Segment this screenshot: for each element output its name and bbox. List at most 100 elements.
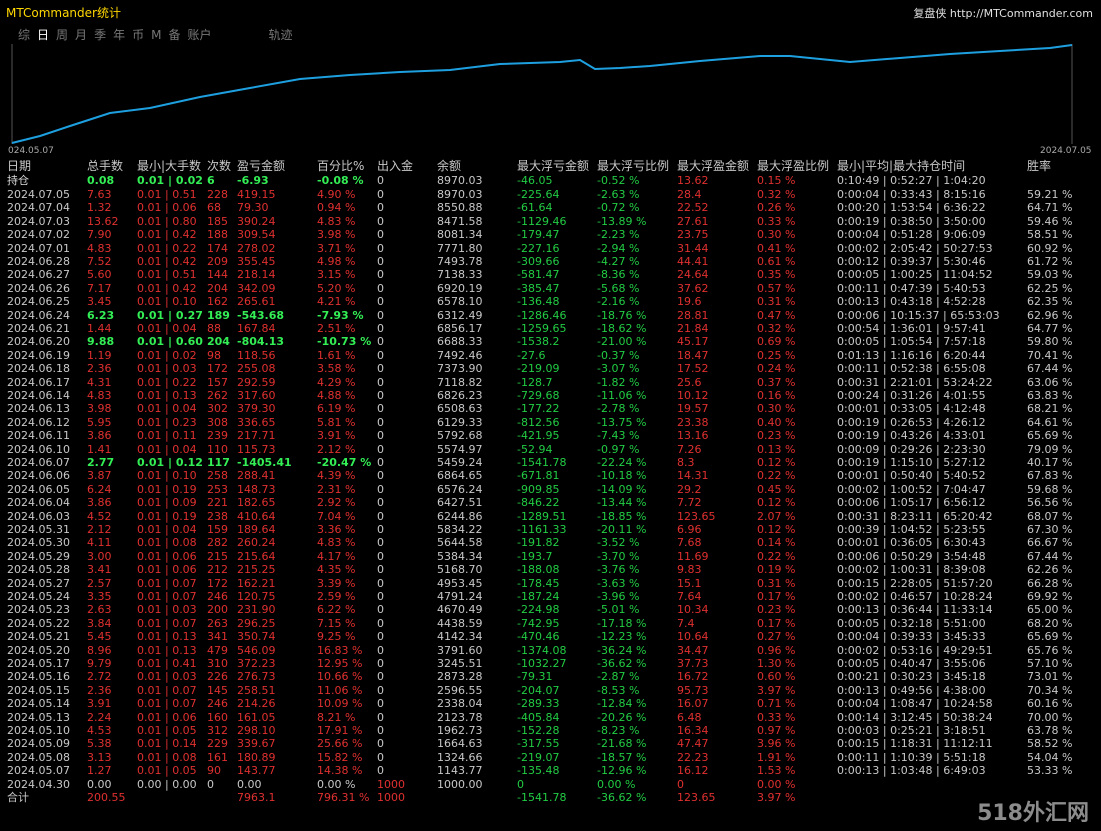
table-cell: 7.15 % (317, 616, 356, 630)
table-cell: 255.08 (237, 362, 276, 376)
brand-link[interactable]: 复盘侠 http://MTCommander.com (913, 7, 1093, 20)
table-cell: 16.07 (677, 697, 709, 711)
table-cell: 6576.24 (437, 482, 483, 496)
table-cell: 2024.06.26 (7, 281, 70, 295)
table-cell: 0:00:02 | 2:05:42 | 50:27:53 (837, 241, 993, 255)
table-cell: 0:00:13 | 1:03:48 | 6:49:03 (837, 764, 986, 778)
table-cell: 204 (207, 335, 230, 349)
table-cell: 0.01 | 0.22 (137, 241, 197, 255)
table-cell: 6 (207, 174, 215, 187)
table-cell: 47.47 (677, 737, 709, 751)
table-cell: 1.91 % (757, 750, 796, 764)
table-cell: -0.72 % (597, 201, 640, 215)
table-cell: 0:00:19 | 0:43:26 | 4:33:01 (837, 429, 986, 443)
table-cell: 0.19 % (757, 563, 796, 577)
table-cell: 2024.05.30 (7, 536, 70, 550)
tab[interactable]: 月 (75, 28, 88, 42)
table-cell: 110 (207, 442, 228, 456)
table-cell: 4.83 (87, 241, 112, 255)
table-cell: 355.45 (237, 255, 276, 268)
table-cell: 214.26 (237, 697, 276, 711)
table-cell: -470.46 (517, 630, 560, 644)
table-cell: 0 (377, 268, 384, 282)
tab[interactable]: 日 (37, 28, 50, 42)
table-cell: 7963.1 (237, 791, 276, 804)
tab[interactable]: 币 (132, 28, 145, 42)
table-cell: 4.11 (87, 536, 112, 550)
table-cell: 159 (207, 523, 228, 536)
table-cell: -812.56 (517, 415, 560, 429)
table-cell: 2024.05.16 (7, 670, 70, 684)
table-cell: 228 (207, 188, 228, 201)
table-cell: -10.18 % (597, 469, 647, 483)
column-header: 总手数 (87, 159, 124, 173)
table-cell: 3791.60 (437, 643, 483, 657)
tab[interactable]: 周 (56, 28, 69, 42)
table-cell: -8.53 % (597, 683, 640, 697)
table-cell: 0.01 | 0.19 (137, 509, 197, 523)
tab[interactable]: 年 (113, 28, 126, 42)
table-cell: 37.73 (677, 657, 709, 670)
table-cell: 0 (377, 415, 384, 429)
curve-start-label: 024.05.07 (8, 146, 54, 156)
table-cell: 0:00:01 | 0:36:05 | 6:30:43 (837, 536, 986, 550)
table-cell: 0.01 | 0.04 (137, 322, 197, 335)
table-cell: -1538.2 (517, 335, 560, 349)
table-cell: 70.00 % (1027, 710, 1073, 724)
table-cell: 0.12 % (757, 496, 796, 510)
tab[interactable]: 季 (94, 28, 107, 42)
table-cell: 5459.24 (437, 456, 483, 469)
tab[interactable]: 账户 (187, 28, 212, 42)
table-cell: 18.47 (677, 348, 709, 362)
table-cell: 28.81 (677, 308, 709, 322)
table-cell: 34.47 (677, 643, 709, 657)
table-cell: 1.41 (87, 442, 112, 456)
table-cell: 0.24 % (757, 362, 796, 376)
table-cell: 2024.04.30 (7, 777, 70, 791)
table-cell: 6.19 % (317, 402, 356, 416)
table-cell: -421.95 (517, 429, 560, 443)
table-cell: 3.91 % (317, 429, 356, 443)
table-cell: -136.48 (517, 295, 560, 309)
table-cell: 339.67 (237, 737, 276, 751)
table-cell: 2024.07.02 (7, 228, 70, 242)
tab[interactable]: M (151, 28, 162, 42)
table-cell: 229 (207, 737, 228, 751)
tab[interactable]: 轨迹 (268, 28, 293, 42)
table-cell: 7.63 (87, 188, 112, 201)
table-cell: 21.84 (677, 322, 709, 335)
table-cell: 3.13 (87, 750, 112, 764)
tab[interactable]: 综 (18, 28, 31, 42)
column-header: 盈亏金额 (237, 159, 286, 173)
table-cell: 4.83 % (317, 214, 356, 228)
table-cell: 308 (207, 415, 228, 429)
table-cell: 16.34 (677, 724, 709, 737)
table-cell: -5.01 % (597, 603, 640, 617)
table-cell: 6.48 (677, 710, 702, 724)
table-cell: 2.77 (87, 456, 115, 469)
table-cell: 56.56 % (1027, 496, 1073, 510)
table-cell: 0:00:04 | 0:39:33 | 3:45:33 (837, 630, 986, 644)
table-cell: -1129.46 (517, 214, 567, 228)
tab[interactable]: 备 (168, 28, 181, 42)
table-cell: 61.72 % (1027, 255, 1073, 268)
table-cell: 0.14 % (757, 536, 796, 550)
table-cell: 0.01 | 0.51 (137, 188, 197, 201)
table-cell: 2024.05.22 (7, 616, 70, 630)
table-cell: 0 (377, 657, 384, 670)
table-cell: 145 (207, 683, 228, 697)
table-cell: 2.36 (87, 362, 112, 376)
table-cell: 0.27 % (757, 630, 796, 644)
table-cell: 0.97 % (757, 724, 796, 737)
table-cell: 63.06 % (1027, 375, 1073, 389)
table-cell: -12.84 % (597, 697, 647, 711)
table-cell: 6578.10 (437, 295, 483, 309)
table-cell: 3.87 (87, 469, 112, 483)
table-cell: 57.10 % (1027, 657, 1073, 670)
table-cell: -135.48 (517, 764, 560, 778)
table-cell: 2024.05.15 (7, 683, 70, 697)
table-cell: 68.20 % (1027, 616, 1073, 630)
table-cell: 5574.97 (437, 442, 483, 456)
table-cell: 0:00:02 | 0:53:16 | 49:29:51 (837, 643, 993, 657)
